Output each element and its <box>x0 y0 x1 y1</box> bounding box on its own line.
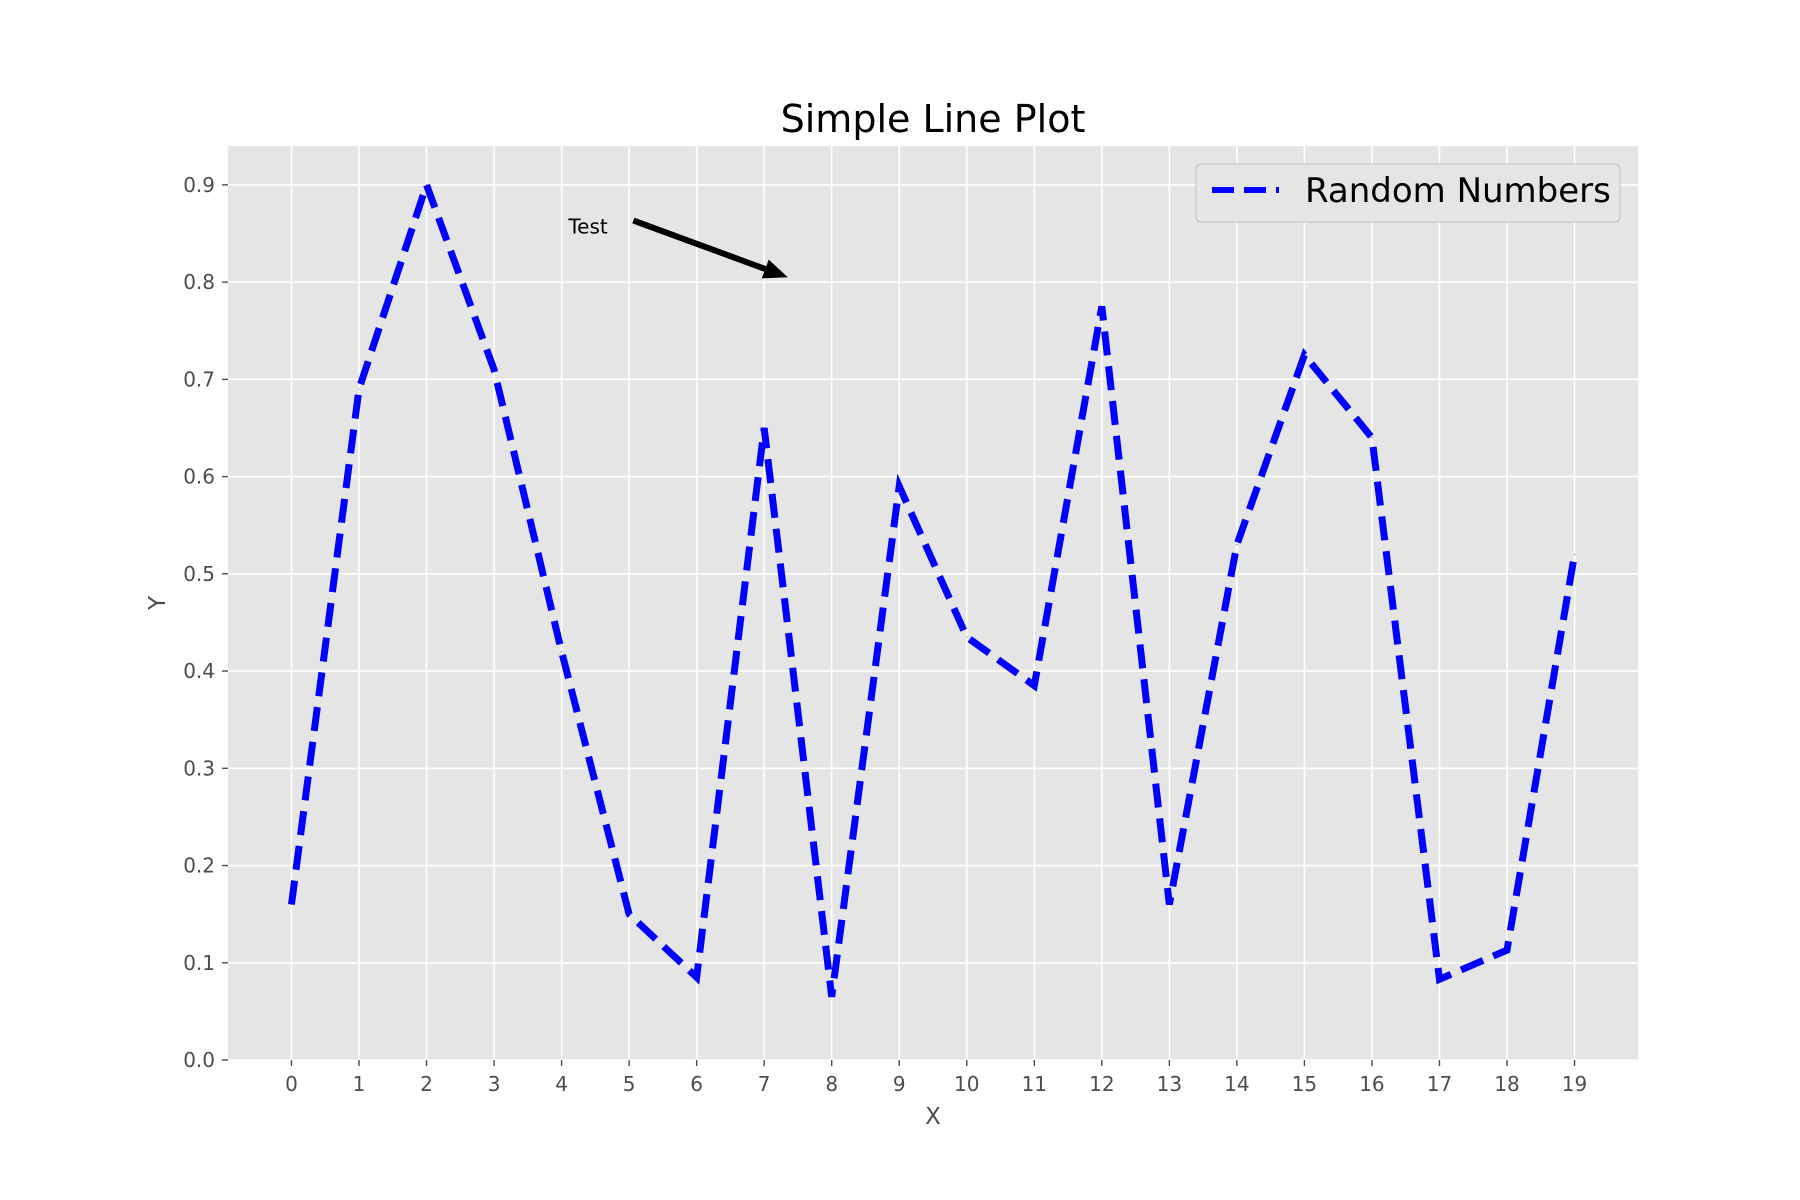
series-line <box>288 174 1578 998</box>
data-point <box>1236 544 1238 546</box>
annotation-arrow-line <box>632 217 767 272</box>
y-tick-label: 0.9 <box>183 173 215 197</box>
x-tick-label: 14 <box>1224 1072 1249 1096</box>
data-point <box>1303 354 1305 356</box>
legend-label: Random Numbers <box>1305 171 1611 211</box>
data-point <box>290 903 292 905</box>
x-tick-label: 12 <box>1089 1072 1114 1096</box>
y-tick-label: 0.5 <box>183 562 215 586</box>
data-point <box>1168 903 1170 905</box>
x-tick-label: 17 <box>1427 1072 1452 1096</box>
x-tick-label: 1 <box>353 1072 366 1096</box>
data-point <box>628 913 630 915</box>
x-tick-label: 13 <box>1157 1072 1182 1096</box>
x-tick-label: 2 <box>420 1072 433 1096</box>
grid-lines <box>228 146 1638 1061</box>
x-tick-label: 4 <box>555 1072 568 1096</box>
data-point <box>1033 685 1035 687</box>
x-tick-label: 7 <box>758 1072 771 1096</box>
x-tick-label: 18 <box>1494 1072 1519 1096</box>
data-point <box>831 996 833 998</box>
y-tick-label: 0.4 <box>183 659 215 683</box>
data-point <box>696 976 698 978</box>
axis-ticks: 0 1 2 3 4 5 6 7 8 9 10 11 12 13 14 15 16 17 18 190.00.10.20… <box>183 173 1587 1096</box>
x-tick-label: 16 <box>1359 1072 1384 1096</box>
y-tick-label: 0.0 <box>183 1048 215 1072</box>
data-point <box>493 369 495 371</box>
data-point <box>1438 978 1440 980</box>
y-tick-label: 0.1 <box>183 951 215 975</box>
x-tick-label: 11 <box>1022 1072 1047 1096</box>
x-tick-label: 6 <box>690 1072 703 1096</box>
x-tick-label: 0 <box>285 1072 298 1096</box>
x-tick-label: 8 <box>825 1072 838 1096</box>
data-point <box>1101 305 1103 307</box>
data-point <box>1506 949 1508 951</box>
legend: Random Numbers <box>1195 163 1621 223</box>
y-tick-label: 0.2 <box>183 854 215 878</box>
chart-title: Simple Line Plot <box>781 97 1086 141</box>
data-point <box>966 636 968 638</box>
x-tick-label: 10 <box>954 1072 979 1096</box>
y-axis-label: Y <box>145 595 171 611</box>
data-point <box>561 651 563 653</box>
legend-box <box>1195 163 1621 223</box>
x-tick-label: 9 <box>893 1072 906 1096</box>
annotation: Test <box>567 215 788 279</box>
y-tick-label: 0.3 <box>183 756 215 780</box>
x-axis-label: X <box>925 1104 941 1130</box>
x-tick-label: 15 <box>1292 1072 1317 1096</box>
y-tick-label: 0.8 <box>183 270 215 294</box>
annotation-arrow-head <box>761 259 788 279</box>
series-lines <box>288 174 1578 998</box>
data-point <box>426 184 428 186</box>
x-tick-label: 19 <box>1562 1072 1587 1096</box>
data-point <box>898 485 900 487</box>
data-point <box>1371 437 1373 439</box>
plot-background <box>228 146 1638 1060</box>
y-tick-label: 0.6 <box>183 465 215 489</box>
data-point <box>763 427 765 429</box>
data-point <box>1574 553 1576 555</box>
data-point <box>358 388 360 390</box>
y-tick-label: 0.7 <box>183 367 215 391</box>
x-tick-label: 3 <box>488 1072 501 1096</box>
annotation-text: Test <box>567 215 608 239</box>
x-tick-label: 5 <box>623 1072 636 1096</box>
